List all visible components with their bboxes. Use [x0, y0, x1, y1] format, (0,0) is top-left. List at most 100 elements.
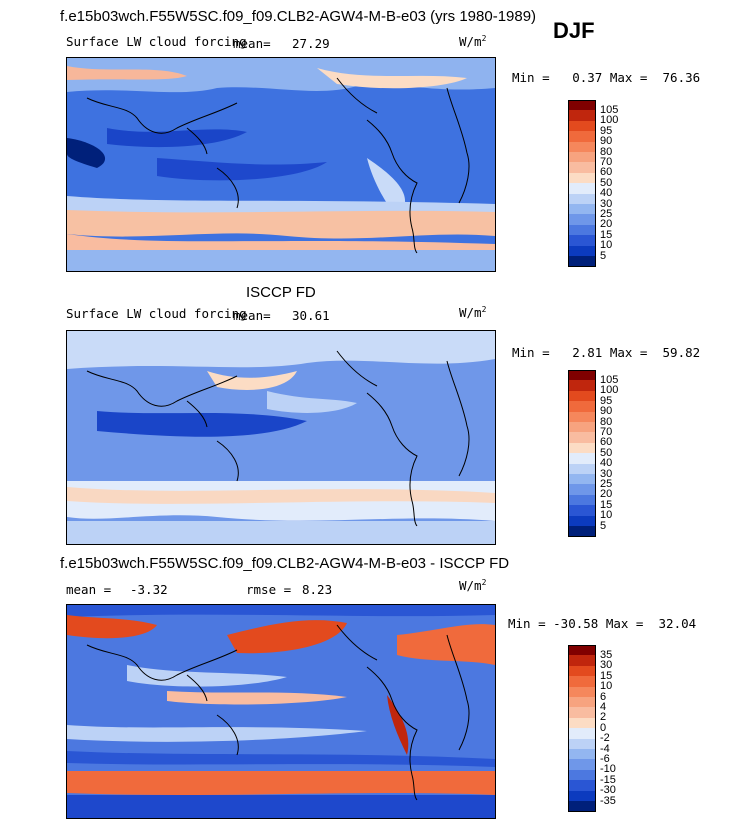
panel2-colorbar: 105 100 95 90 80 70 60 50 40 30 25 20 15 10 5 — [568, 370, 648, 540]
colorbar-label: 25 — [600, 477, 613, 490]
panel2-units: W/m2 — [459, 305, 487, 321]
colorbar-label: 60 — [600, 166, 613, 179]
colorbar-label: -10 — [600, 763, 616, 776]
colorbar-swatch — [568, 401, 596, 412]
colorbar-swatch — [568, 131, 596, 142]
panel1-map — [66, 57, 496, 272]
colorbar-label: 80 — [600, 145, 613, 158]
colorbar-swatch — [568, 422, 596, 433]
panel1-min-max: Min = 0.37 Max = 76.36 — [512, 70, 701, 85]
colorbar-label: 0 — [600, 721, 607, 734]
panel3-colorbar: 35 30 15 10 6 4 2 0 -2 -4 -6 -10 -15 -30 -35 — [568, 645, 648, 815]
colorbar-label: 105 — [600, 373, 619, 386]
panel3-rmse-value: 8.23 — [302, 582, 333, 597]
colorbar-swatch — [568, 790, 596, 801]
panel1-mean-label: mean= — [233, 36, 271, 51]
panel2-mean-value: 30.61 — [292, 308, 330, 323]
colorbar-label: 6 — [600, 690, 607, 703]
panel1-mean-value: 27.29 — [292, 36, 330, 51]
colorbar-label: 105 — [600, 103, 619, 116]
colorbar-label: -30 — [600, 784, 616, 797]
colorbar-label: 90 — [600, 135, 613, 148]
colorbar-label: 10 — [600, 680, 613, 693]
colorbar-swatch — [568, 183, 596, 194]
panel2-subtitle: Surface LW cloud forcing — [66, 306, 247, 321]
colorbar-swatch — [568, 172, 596, 184]
colorbar-label: 15 — [600, 228, 613, 241]
colorbar-label: 70 — [600, 425, 613, 438]
colorbar-swatch — [568, 245, 596, 256]
colorbar-label: 95 — [600, 124, 613, 137]
colorbar-swatch — [568, 390, 596, 402]
panel3-units: W/m2 — [459, 578, 487, 594]
panel2-title: ISCCP FD — [246, 284, 316, 301]
colorbar-swatch — [568, 463, 596, 474]
colorbar-swatch — [568, 484, 596, 495]
colorbar-label: 50 — [600, 446, 613, 459]
colorbar-label: 40 — [600, 187, 613, 200]
colorbar-swatch — [568, 162, 596, 173]
colorbar-swatch — [568, 256, 596, 268]
colorbar-swatch — [568, 801, 596, 813]
colorbar-label: 100 — [600, 114, 619, 127]
colorbar-label: 70 — [600, 155, 613, 168]
colorbar-swatch — [568, 474, 596, 485]
colorbar-swatch — [568, 370, 596, 382]
colorbar-swatch — [568, 780, 596, 791]
colorbar-swatch — [568, 738, 596, 749]
colorbar-swatch — [568, 769, 596, 781]
panel3-title: f.e15b03wch.F55W5SC.f09_f09.CLB2-AGW4-M-… — [60, 555, 510, 572]
colorbar-swatch — [568, 494, 596, 506]
colorbar-swatch — [568, 676, 596, 687]
colorbar-label: 95 — [600, 394, 613, 407]
colorbar-swatch — [568, 204, 596, 215]
colorbar-label: 30 — [600, 197, 613, 210]
panel3-mean-label: mean = — [66, 582, 112, 597]
colorbar-label: 50 — [600, 176, 613, 189]
colorbar-label: 2 — [600, 711, 607, 724]
colorbar-swatch — [568, 515, 596, 526]
colorbar-swatch — [568, 120, 596, 132]
colorbar-swatch — [568, 193, 596, 204]
colorbar-label: 20 — [600, 218, 613, 231]
colorbar-swatch — [568, 655, 596, 666]
panel1-subtitle: Surface LW cloud forcing — [66, 34, 247, 49]
colorbar-label: -6 — [600, 752, 610, 765]
colorbar-label: 20 — [600, 488, 613, 501]
colorbar-swatch — [568, 152, 596, 163]
panel3-mean-value: -3.32 — [130, 582, 168, 597]
colorbar-swatch — [568, 141, 596, 152]
colorbar-swatch — [568, 717, 596, 729]
colorbar-label: 25 — [600, 207, 613, 220]
colorbar-swatch — [568, 505, 596, 516]
colorbar-swatch — [568, 697, 596, 708]
colorbar-swatch — [568, 380, 596, 391]
panel3-map — [66, 604, 496, 819]
colorbar-swatch — [568, 453, 596, 464]
colorbar-swatch — [568, 411, 596, 422]
colorbar-swatch — [568, 110, 596, 121]
colorbar-label: -15 — [600, 773, 616, 786]
colorbar-swatch — [568, 728, 596, 739]
colorbar-label: -2 — [600, 732, 610, 745]
panel2-min-max: Min = 2.81 Max = 59.82 — [512, 345, 701, 360]
colorbar-swatch — [568, 759, 596, 770]
colorbar-label: 5 — [600, 249, 607, 262]
colorbar-label: 15 — [600, 498, 613, 511]
season-label: DJF — [553, 18, 595, 43]
colorbar-label: 100 — [600, 384, 619, 397]
panel1-colorbar: 105 100 95 90 80 70 60 50 40 30 25 20 15 10 5 — [568, 100, 648, 270]
colorbar-label: 30 — [600, 467, 613, 480]
panel2-map — [66, 330, 496, 545]
colorbar-label: 5 — [600, 519, 607, 532]
colorbar-swatch — [568, 224, 596, 236]
colorbar-swatch — [568, 686, 596, 697]
panel1-units: W/m2 — [459, 34, 487, 50]
panel3-min-max: Min = -30.58 Max = 32.04 — [508, 616, 697, 631]
colorbar-label: 30 — [600, 659, 613, 672]
panel1-title: f.e15b03wch.F55W5SC.f09_f09.CLB2-AGW4-M-… — [60, 8, 537, 25]
colorbar-label: -35 — [600, 794, 616, 807]
colorbar-swatch — [568, 707, 596, 718]
colorbar-label: 15 — [600, 669, 613, 682]
panel3-rmse-label: rmse = — [246, 582, 292, 597]
